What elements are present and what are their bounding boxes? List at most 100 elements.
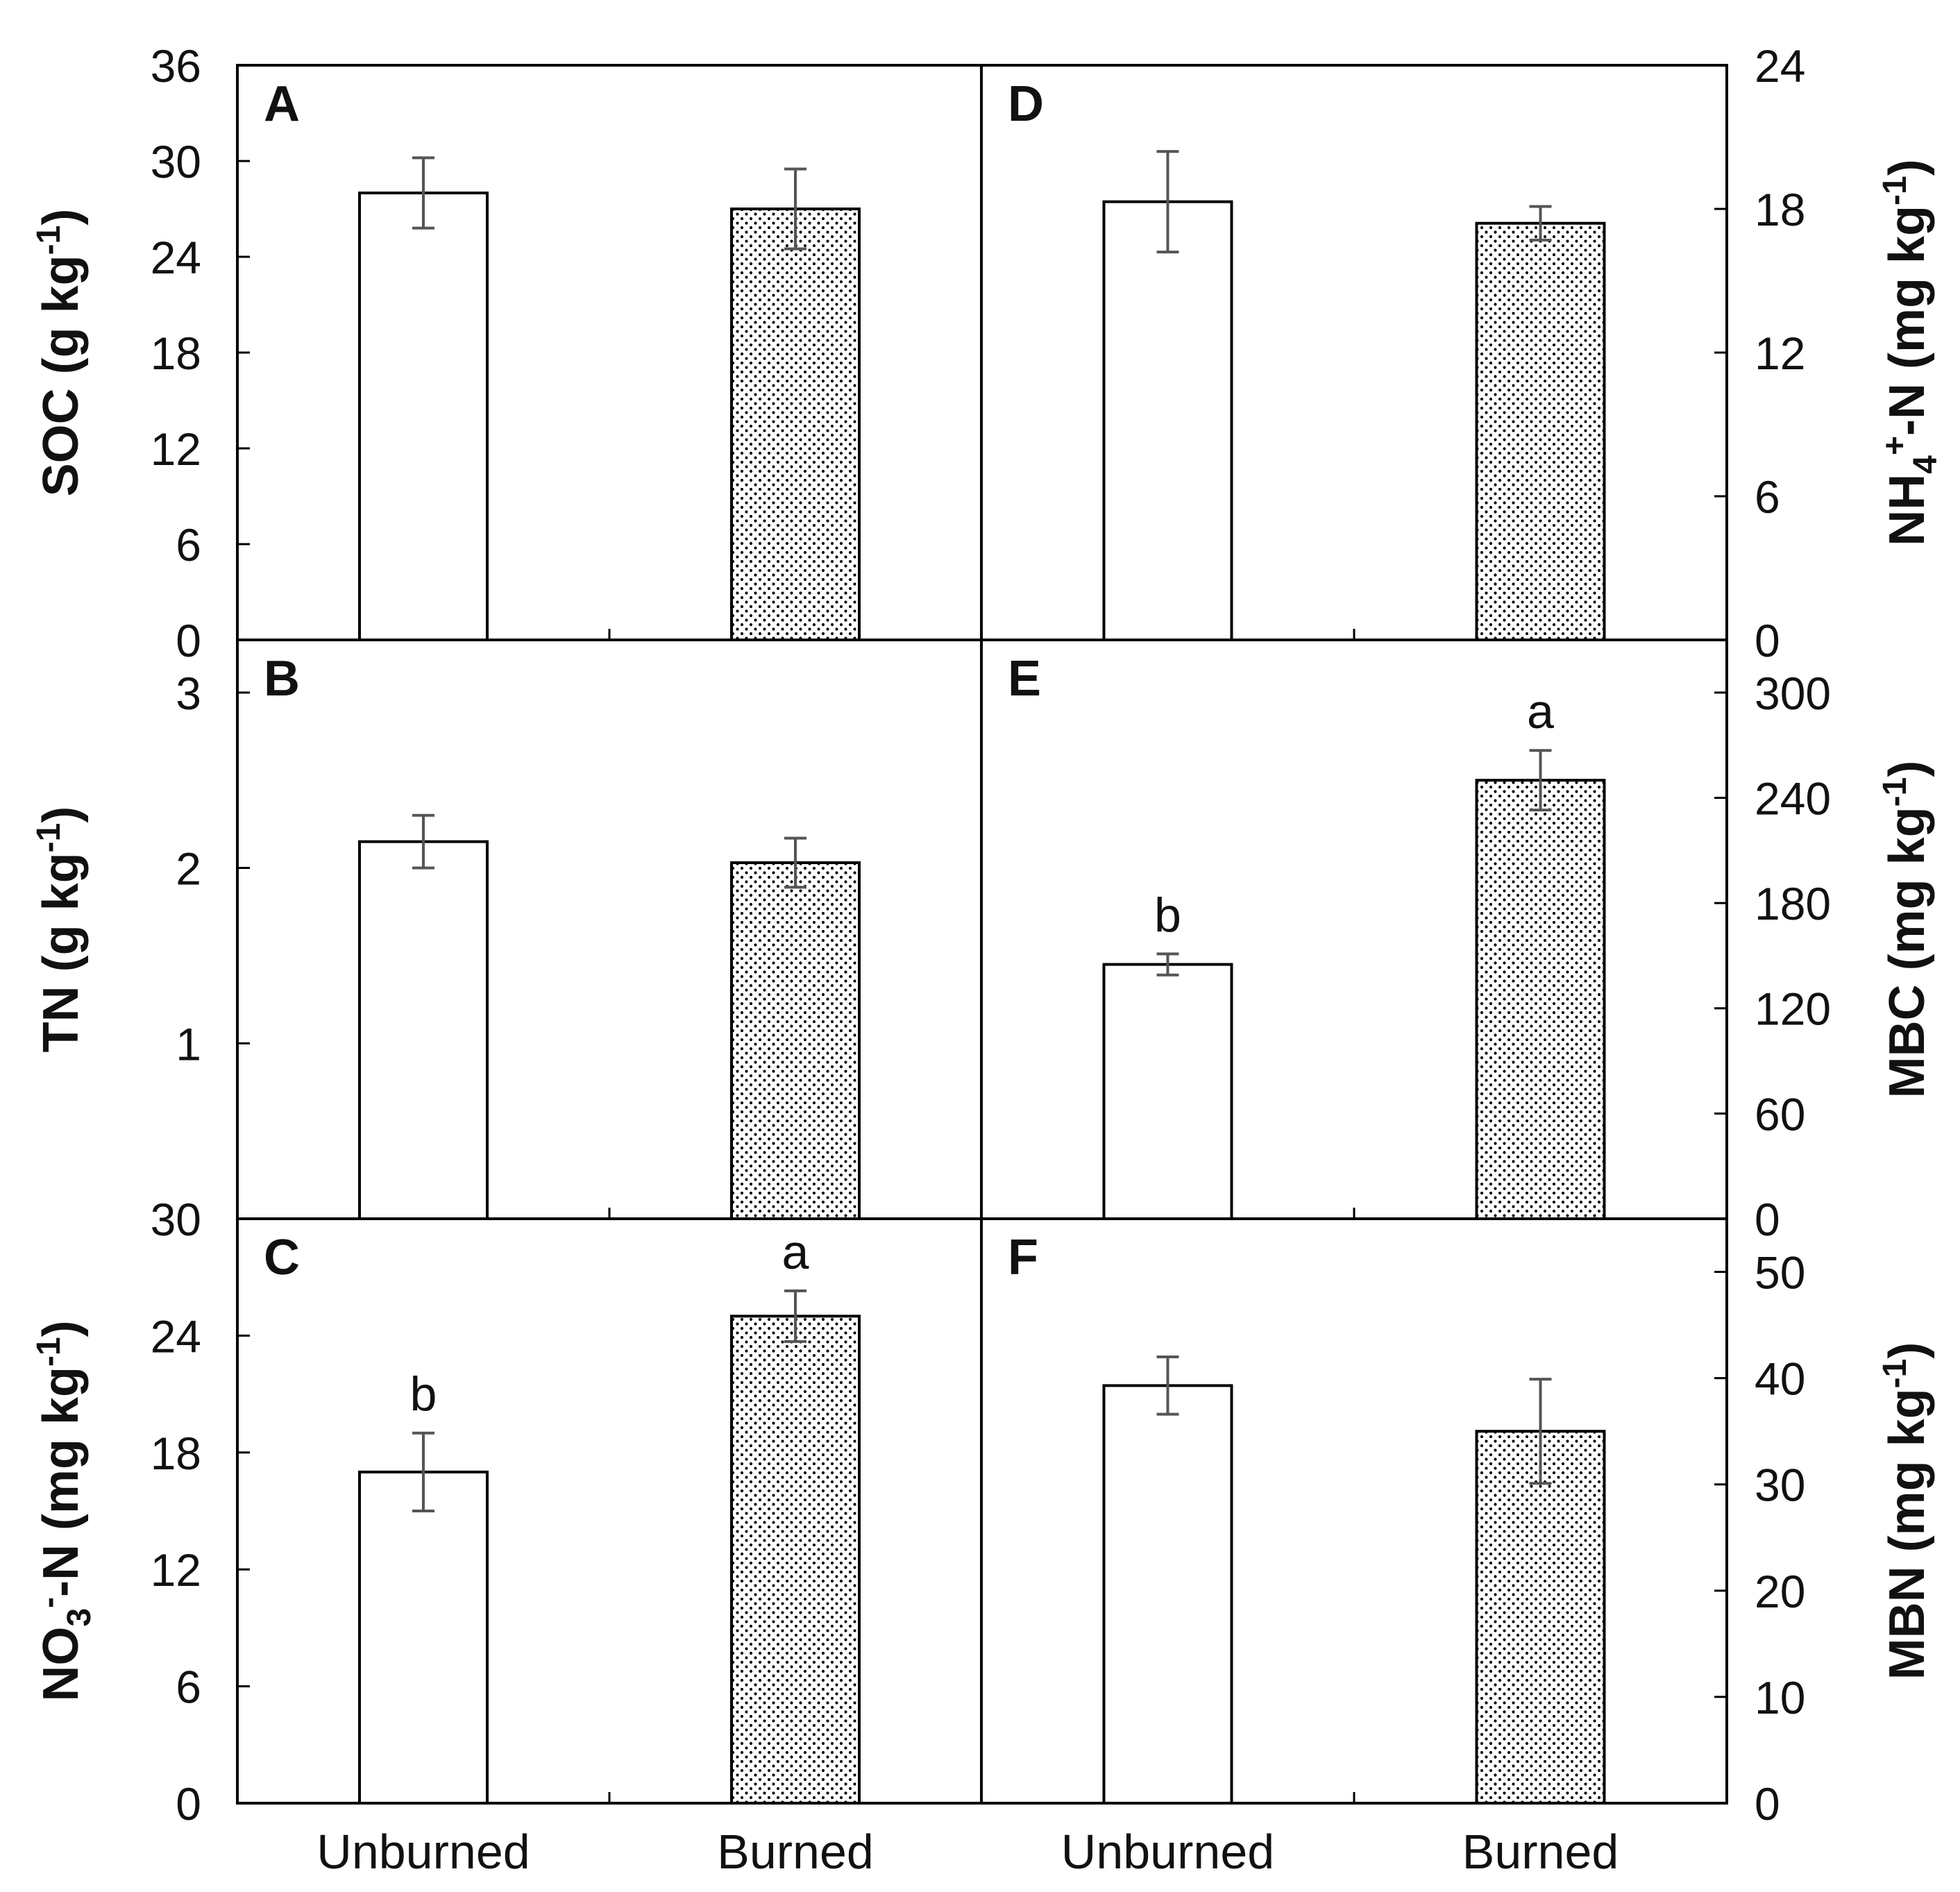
panel-c-bar-burned xyxy=(730,1315,861,1805)
panel-b-ylabel-part: TN (g kg xyxy=(33,852,89,1052)
panel-f-frame xyxy=(980,1217,1728,1805)
panel-c-letter: C xyxy=(264,1230,300,1285)
panel-e-ylabel: MBC (mg kg-1) xyxy=(1877,761,1935,1099)
panel-a-letter: A xyxy=(264,76,300,132)
panel-e-sig-letter: b xyxy=(1154,888,1181,942)
panel-d-ylabel-part: + xyxy=(1877,436,1913,455)
panel-d-letter: D xyxy=(1008,76,1044,132)
panel-e-letter: E xyxy=(1008,651,1041,707)
panel-f-ylabel-part: ) xyxy=(1879,1342,1935,1359)
panel-e-ytick-label: 300 xyxy=(1755,668,1831,719)
panel-c-ylabel-part: NO xyxy=(33,1627,89,1702)
panel-a-ylabel-part: ) xyxy=(33,209,89,226)
panel-b-bar-unburned xyxy=(358,840,489,1220)
panel-b-ytick-label: 1 xyxy=(176,1018,201,1070)
panel-a-ylabel: SOC (g kg-1) xyxy=(31,209,89,497)
panel-d-ylabel-part: ) xyxy=(1879,159,1935,176)
panel-e-ytick-label: 180 xyxy=(1755,878,1831,929)
panel-d-ylabel-part: 4 xyxy=(1907,455,1944,474)
panel-e-ytick-label: 60 xyxy=(1755,1088,1805,1140)
panel-a-ytick-label: 12 xyxy=(151,423,201,475)
panel-c-ytick-label: 6 xyxy=(176,1662,201,1713)
panel-b-letter: B xyxy=(264,651,300,707)
x-category-label: Unburned xyxy=(1061,1825,1274,1879)
panel-c-frame xyxy=(236,1217,983,1805)
panel-a: 0 6 12 18 24 30 36 A SOC (g kg-1) xyxy=(31,40,983,666)
panel-d-ylabel-part: -1 xyxy=(1877,176,1913,205)
panel-b: 1 2 3 B TN (g kg-1) xyxy=(31,639,983,1220)
panel-b-bar-burned xyxy=(730,861,861,1220)
panel-e-ylabel-part: -1 xyxy=(1877,777,1913,807)
panel-e-ytick-label: 0 xyxy=(1755,1194,1780,1245)
panel-d-bar-unburned xyxy=(1102,200,1233,641)
panel-a-ytick-label: 6 xyxy=(176,519,201,571)
panel-b-ytick-label: 3 xyxy=(176,668,201,719)
panel-e-frame xyxy=(980,639,1728,1220)
panel-f-ylabel-part: MBN (mg kg xyxy=(1879,1388,1935,1680)
panel-e: 0 60 120 180 240 300 b a E MBC (mg kg-1) xyxy=(980,639,1935,1245)
panel-f-ytick-label: 20 xyxy=(1755,1566,1805,1617)
panel-f-bar-unburned xyxy=(1102,1384,1233,1805)
x-category-label: Burned xyxy=(1462,1825,1619,1879)
panel-d: 0 6 12 18 24 D NH4+-N (mg kg-1) xyxy=(980,40,1944,666)
panel-a-bar-unburned xyxy=(358,192,489,641)
panel-e-ylabel-part: MBC (mg kg xyxy=(1879,806,1935,1098)
panel-d-frame xyxy=(980,64,1728,641)
panel-d-ytick-label: 24 xyxy=(1755,40,1805,92)
panel-a-ytick-label: 24 xyxy=(151,232,201,283)
panel-e-ytick-label: 120 xyxy=(1755,983,1831,1035)
panel-f-ytick-label: 0 xyxy=(1755,1778,1780,1830)
panel-d-ylabel-part: -N (mg kg xyxy=(1879,205,1935,436)
panel-c: 0 6 12 18 24 30 b a C NO3--N (mg kg-1) Unburned Bur… xyxy=(31,1194,983,1879)
panel-c-ytick-label: 0 xyxy=(176,1778,201,1830)
panel-c-ytick-label: 30 xyxy=(151,1194,201,1245)
panel-d-ylabel: NH4+-N (mg kg-1) xyxy=(1877,159,1944,546)
panel-f-ytick-label: 10 xyxy=(1755,1672,1805,1723)
panel-d-bar-burned xyxy=(1475,221,1606,641)
panel-f-letter: F xyxy=(1008,1230,1038,1285)
panel-c-ylabel-part: -N (mg kg xyxy=(33,1367,89,1597)
panel-e-sig-letter: a xyxy=(1527,684,1554,738)
panel-b-ytick-label: 2 xyxy=(176,843,201,895)
panel-c-ylabel-part: - xyxy=(31,1597,67,1608)
panel-a-ytick-label: 18 xyxy=(151,328,201,379)
panel-a-ytick-label: 0 xyxy=(176,615,201,666)
panel-c-ytick-label: 24 xyxy=(151,1310,201,1362)
panel-f: 0 10 20 30 40 50 F MBN (mg kg-1) Unburned Burned xyxy=(980,1217,1935,1879)
panel-a-ylabel-part: SOC (g kg xyxy=(33,255,89,496)
panel-f-ylabel: MBN (mg kg-1) xyxy=(1877,1342,1935,1680)
panel-f-ytick-label: 50 xyxy=(1755,1247,1805,1299)
x-category-label: Burned xyxy=(717,1825,874,1879)
panel-f-bar-burned xyxy=(1475,1430,1606,1805)
panel-c-ylabel-part: 3 xyxy=(61,1608,98,1627)
panel-a-bar-burned xyxy=(730,208,861,641)
panel-d-ytick-label: 18 xyxy=(1755,184,1805,235)
panel-c-ylabel: NO3--N (mg kg-1) xyxy=(31,1320,98,1701)
panel-a-ytick-label: 36 xyxy=(151,40,201,92)
panel-f-ytick-label: 40 xyxy=(1755,1353,1805,1405)
panel-a-ylabel-part: -1 xyxy=(31,226,67,255)
panel-f-ytick-label: 30 xyxy=(1755,1460,1805,1511)
panel-c-ytick-label: 12 xyxy=(151,1544,201,1596)
panel-b-ylabel-part: ) xyxy=(33,806,89,823)
panel-a-ytick-label: 30 xyxy=(151,136,201,187)
panel-d-ytick-label: 6 xyxy=(1755,471,1780,523)
panel-d-ylabel-part: NH xyxy=(1879,474,1935,546)
panel-f-ylabel-part: -1 xyxy=(1877,1359,1913,1389)
panel-c-ylabel-part: ) xyxy=(33,1320,89,1337)
panel-a-frame xyxy=(236,64,983,641)
panel-c-ytick-label: 18 xyxy=(151,1428,201,1479)
panel-b-frame xyxy=(236,639,983,1220)
panel-b-ylabel: TN (g kg-1) xyxy=(31,806,89,1053)
panel-c-bar-unburned xyxy=(358,1470,489,1805)
panel-e-ytick-label: 240 xyxy=(1755,772,1831,824)
panel-d-ytick-label: 0 xyxy=(1755,615,1780,666)
panel-d-ytick-label: 12 xyxy=(1755,328,1805,379)
panel-c-sig-letter: b xyxy=(410,1367,437,1421)
panel-e-bar-unburned xyxy=(1102,963,1233,1220)
panel-e-ylabel-part: ) xyxy=(1879,761,1935,777)
panel-b-ylabel-part: -1 xyxy=(31,823,67,853)
panel-e-bar-burned xyxy=(1475,779,1606,1220)
